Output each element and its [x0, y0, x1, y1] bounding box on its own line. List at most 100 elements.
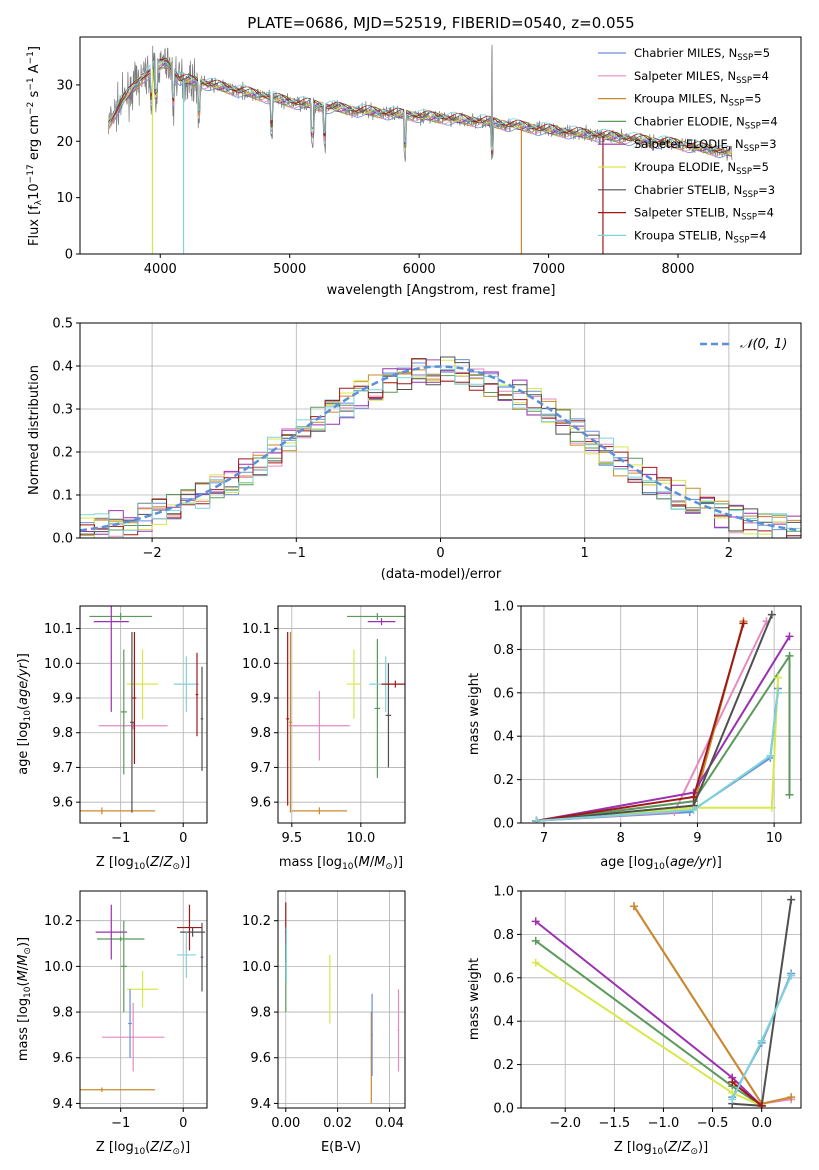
histogram-panel: −2 −1 0 1 2 0.0 0.1 0.2 0.3 0.4 0.5 (data-model)/e… [27, 317, 802, 582]
histogram-ylabel: Normed distribution [27, 365, 42, 495]
spectrum-xtick-label: 5000 [273, 262, 306, 277]
mass-vs-Z-xtick-label: 0 [179, 1116, 187, 1131]
weight-series-marker [773, 673, 782, 682]
legend-label: Chabrier MILES, NSSP=5 [634, 46, 770, 63]
mass-vs-Z-ytick-label: 9.8 [52, 1006, 73, 1021]
weight-series-marker [785, 790, 794, 799]
weight-vs-Z-ytick-label: 0.6 [493, 971, 514, 986]
mass-vs-Z-ytick-label: 10.2 [44, 914, 73, 929]
weight-series-marker [728, 1077, 737, 1086]
weight-series-line [535, 920, 763, 1107]
mass-vs-Z-ytick-label: 9.6 [52, 1051, 73, 1066]
weight-series-marker [739, 619, 748, 628]
weight-vs-Z-ytick-label: 1.0 [493, 885, 514, 900]
weight-vs-Z-ytick-label: 0.2 [493, 1058, 514, 1073]
errorbar-point [120, 649, 127, 775]
weight-series-marker [757, 1101, 766, 1108]
weight-series-marker [785, 632, 794, 641]
errorbar-point [291, 807, 348, 815]
age-vs-mass-xlabel: mass [log10(M/M⊙)] [279, 855, 403, 872]
errorbar-point [286, 632, 290, 806]
weight-series-line [536, 692, 779, 822]
spectrum-ytick-label: 30 [56, 78, 73, 93]
legend-label: Salpeter MILES, NSSP=4 [634, 69, 769, 86]
weight-series-marker [757, 1036, 766, 1045]
spectrum-ytick-label: 0 [65, 248, 73, 263]
residual-hist-xtick-label: 1 [581, 546, 589, 561]
weight-vs-metallicity-xlabel: Z [log10(Z/Z⊙)] [614, 1140, 708, 1157]
age-vs-mass-ytick-label: 9.7 [250, 761, 271, 776]
spectrum-xtick-label: 6000 [403, 262, 436, 277]
weight-series-marker [787, 895, 796, 904]
weight-vs-Z-ytick-label: 0.0 [493, 1102, 514, 1117]
errorbar-point [173, 656, 199, 712]
weight-series-line [536, 677, 779, 822]
spectrum-ylabel: Flux [fλ10−17 erg cm−2 s−1 A−1] [26, 46, 44, 246]
mass-vs-ebv-frame [277, 890, 406, 1109]
weight-series-marker [766, 751, 775, 760]
weight-vs-Z-xtick-label: −1.0 [648, 1116, 680, 1131]
errorbar-point [96, 936, 145, 942]
weight-series-line [731, 1081, 763, 1107]
errorbar-point [371, 993, 373, 1077]
mass-vs-metallicity-panel: −1 0 9.4 9.6 9.8 10.0 10.2 Z [log10(Z/Z⊙)] mas… [16, 890, 208, 1157]
residual-hist-ytick-label: 0.3 [52, 403, 73, 418]
weight-vs-age-ytick-label: 0.2 [493, 773, 514, 788]
weight-series-line [536, 620, 745, 822]
mass-vs-ebv-panel: 0.00 0.02 0.04 9.4 9.6 9.8 10.0 10.2 E(B-V) [242, 890, 406, 1155]
weight-vs-Z-ytick-label: 0.8 [493, 928, 514, 943]
errorbar-point [130, 632, 134, 813]
age-vs-Z-xtick-label: 0 [179, 831, 187, 846]
age-vs-Z-ytick-label: 9.7 [52, 761, 73, 776]
residual-hist-ytick-label: 0.4 [52, 360, 73, 375]
spectrum-model-line [108, 60, 733, 150]
errorbar-point [176, 904, 202, 951]
mass-vs-ebv-xtick-label: 0.04 [375, 1116, 404, 1131]
mass-vs-metallicity-frame [79, 890, 208, 1109]
residual-hist-xtick-label: 2 [725, 546, 733, 561]
errorbar-point [180, 927, 206, 937]
legend-label: Salpeter ELODIE, NSSP=3 [634, 137, 777, 154]
errorbar-point [101, 1002, 165, 1072]
weight-series-marker [785, 651, 794, 660]
age-vs-mass-ytick-label: 9.8 [250, 726, 271, 741]
weight-vs-Z-xtick-label: −2.0 [549, 1116, 581, 1131]
errorbar-point [200, 922, 204, 992]
legend-label: Kroupa ELODIE, NSSP=5 [634, 160, 769, 177]
age-vs-Z-ytick-label: 9.8 [52, 726, 73, 741]
errorbar-point [128, 989, 132, 1058]
legend-label: Kroupa STELIB, NSSP=4 [634, 228, 766, 245]
histogram-xlabel: (data-model)/error [381, 567, 502, 582]
mass-vs-ebv-xtick-label: 0.00 [271, 1116, 300, 1131]
residual-hist-xtick-label: −1 [287, 546, 306, 561]
spectrum-model-line [108, 59, 732, 152]
age-vs-metallicity-ylabel: age [log10(age/yr)] [16, 653, 33, 775]
weight-vs-age-ytick-label: 0.0 [493, 817, 514, 832]
spectrum-model-line [108, 57, 733, 154]
spectrum-frame [79, 36, 802, 255]
weight-series-line [536, 688, 779, 822]
errorbar-point [289, 691, 350, 761]
weight-vs-metallicity-ylabel: mass weight [467, 958, 482, 1040]
age-vs-mass-frame [277, 605, 406, 824]
age-vs-Z-ytick-label: 10.1 [44, 622, 73, 637]
residual-hist-ytick-label: 0.0 [52, 532, 73, 547]
spectrum-xtick-label: 8000 [661, 262, 694, 277]
residual-hist-ytick-label: 0.1 [52, 489, 73, 504]
histogram-legend: 𝒩(0, 1) [700, 337, 787, 352]
spectrum-xtick-label: 4000 [144, 262, 177, 277]
spectrum-legend: Chabrier MILES, NSSP=5 Salpeter MILES, NS… [598, 46, 778, 245]
weight-vs-age-ytick-label: 0.4 [493, 730, 514, 745]
age-vs-Z-ytick-label: 10.0 [44, 657, 73, 672]
residual-hist-ytick-label: 0.5 [52, 317, 73, 332]
legend-label: Salpeter STELIB, NSSP=4 [634, 206, 774, 223]
mass-vs-ebv-ytick-label: 9.8 [250, 1006, 271, 1021]
errorbar-point [397, 989, 400, 1072]
spectrum-model-line [108, 61, 733, 157]
errorbar-point [120, 920, 127, 1013]
weight-series-marker [689, 792, 698, 801]
weight-vs-Z-xtick-label: −1.5 [599, 1116, 631, 1131]
errorbar-point [385, 663, 392, 768]
mass-vs-ebv-ytick-label: 10.2 [242, 914, 271, 929]
